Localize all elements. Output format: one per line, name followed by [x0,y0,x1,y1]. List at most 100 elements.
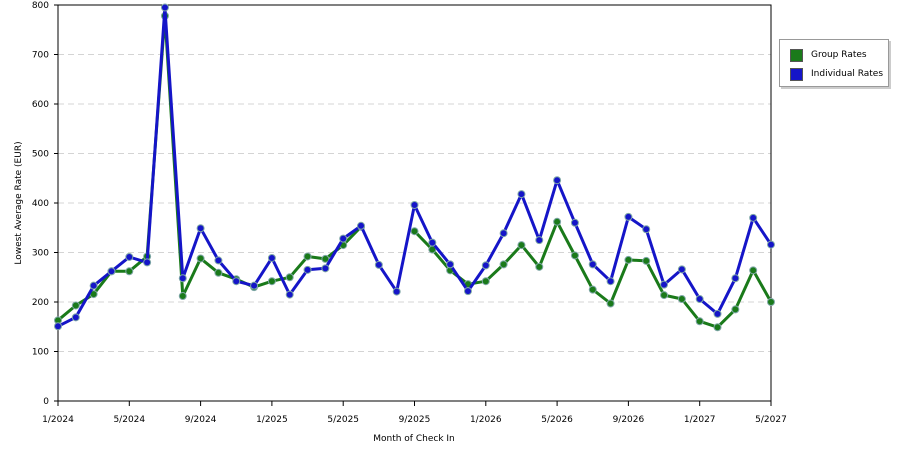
data-point-individual-rates [660,280,669,289]
y-tick-label-0: 0 [43,397,49,407]
data-point-individual-rates [499,229,508,238]
data-point-individual-rates [428,238,437,247]
data-point-group-rates [553,217,562,226]
data-point-group-rates [481,277,490,286]
data-point-individual-rates [374,260,383,269]
data-point-individual-rates [232,277,241,286]
y-tick-label-500: 500 [32,150,49,160]
x-tick-label: 1/2024 [42,415,74,425]
data-point-individual-rates [357,221,366,230]
x-tick-label: 1/2026 [470,415,502,425]
x-tick-label: 9/2025 [399,415,431,425]
data-point-individual-rates [303,265,312,274]
x-tick-label: 1/2027 [684,415,716,425]
data-point-individual-rates [535,236,544,245]
series-line-group-rates [57,14,363,322]
data-point-individual-rates [392,287,401,296]
data-point-individual-rates [71,313,80,322]
data-point-group-rates [642,256,651,265]
x-tick-label: 9/2024 [185,415,217,425]
data-point-group-rates [749,266,758,275]
data-point-group-rates [196,254,205,263]
data-point-individual-rates [767,240,775,249]
data-point-group-rates [517,241,526,250]
data-point-individual-rates [160,3,169,12]
legend-swatch-individual-rates [790,67,803,81]
x-tick-label: 5/2027 [755,415,787,425]
data-point-individual-rates [749,213,758,222]
data-point-group-rates [321,254,330,263]
legend-item-group-rates: Group Rates [790,48,867,62]
legend-swatch-group-rates [790,48,803,62]
data-point-individual-rates [250,281,259,290]
data-point-individual-rates [463,287,472,296]
data-point-group-rates [178,292,187,301]
y-tick-label-100: 100 [32,348,49,358]
data-point-individual-rates [339,234,348,243]
data-point-group-rates [410,227,419,236]
x-tick-label: 5/2025 [327,415,359,425]
data-point-individual-rates [285,290,294,299]
data-point-group-rates [267,277,276,286]
data-point-individual-rates [267,253,276,262]
data-point-group-rates [677,295,686,304]
y-tick-label-400: 400 [32,199,49,209]
y-tick-label-800: 800 [32,1,49,11]
data-point-individual-rates [125,252,134,261]
data-point-individual-rates [321,264,330,273]
data-point-group-rates [499,260,508,269]
data-point-group-rates [695,317,704,326]
data-point-individual-rates [446,260,455,269]
data-point-group-rates [71,301,80,310]
legend-label-individual-rates: Individual Rates [811,69,884,79]
data-point-individual-rates [588,260,597,269]
data-point-individual-rates [54,322,62,331]
x-tick-label: 9/2026 [613,415,645,425]
data-point-group-rates [713,323,722,332]
x-tick-label: 5/2024 [113,415,145,425]
data-point-individual-rates [713,309,722,318]
data-point-individual-rates [606,277,615,286]
data-point-individual-rates [481,261,490,270]
y-tick-label-300: 300 [32,249,49,259]
series-lines [54,3,775,332]
data-point-group-rates [731,305,740,314]
data-point-group-rates [303,252,312,261]
data-point-individual-rates [624,212,633,221]
data-point-individual-rates [677,265,686,274]
data-point-group-rates [570,251,579,260]
data-point-individual-rates [642,225,651,234]
data-point-individual-rates [695,295,704,304]
data-point-group-rates [606,299,615,308]
y-tick-label-600: 600 [32,100,49,110]
data-point-individual-rates [178,274,187,283]
legend-label-group-rates: Group Rates [811,50,867,60]
legend-item-individual-rates: Individual Rates [790,67,883,81]
data-point-group-rates [214,268,223,277]
data-point-group-rates [125,267,134,276]
data-point-individual-rates [553,176,562,185]
data-point-individual-rates [214,256,223,265]
y-tick-label-200: 200 [32,298,49,308]
data-point-individual-rates [517,190,526,199]
legend: Group Rates Individual Rates [779,39,889,87]
y-axis-title: Lowest Average Rate (EUR) [14,141,24,264]
x-axis-title: Month of Check In [373,434,455,444]
data-point-group-rates [624,255,633,264]
data-point-individual-rates [570,218,579,227]
data-point-group-rates [660,291,669,300]
data-point-individual-rates [89,281,98,290]
data-point-group-rates [767,298,775,306]
data-point-group-rates [535,262,544,271]
y-tick-label-700: 700 [32,51,49,61]
data-point-individual-rates [107,267,116,276]
data-point-individual-rates [731,274,740,283]
data-point-group-rates [588,285,597,294]
x-tick-label: 5/2026 [541,415,573,425]
series-line-individual-rates [57,6,773,328]
data-point-individual-rates [410,200,419,209]
data-point-individual-rates [143,258,152,267]
data-point-individual-rates [196,224,205,233]
